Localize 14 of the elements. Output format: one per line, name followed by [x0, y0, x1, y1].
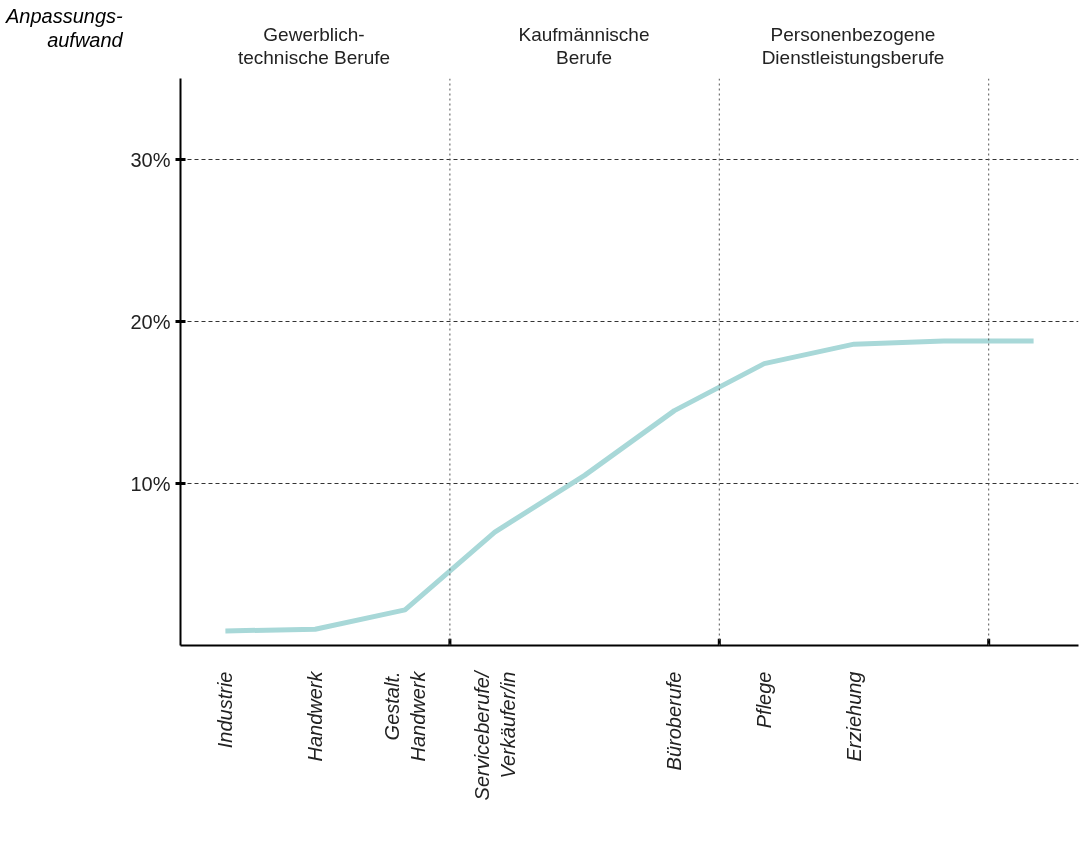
text: Gewerblich- technische Berufe	[236, 24, 392, 70]
text: Kaufmännische Berufe	[517, 24, 651, 70]
x-tick-label: Pflege	[753, 671, 776, 729]
y-tick-label: 30%	[130, 148, 171, 171]
x-tick-label: Industrie	[214, 671, 237, 749]
x-tick-label: Büroberufe	[663, 671, 686, 771]
y-axis-title: Anpassungs- aufwand	[6, 4, 123, 52]
y-tick-label: 10%	[130, 472, 171, 495]
y-tick-label: 20%	[130, 310, 171, 333]
x-tick-label: Gestalt. Handwerk	[380, 670, 430, 762]
x-tick-label: Handwerk	[304, 670, 327, 762]
text: Personenbezogene Dienstleistungsberufe	[760, 24, 946, 70]
x-tick-label: Serviceberufe/ Verkäufer/in	[470, 669, 519, 801]
x-tick-label: Erziehung	[843, 671, 865, 762]
